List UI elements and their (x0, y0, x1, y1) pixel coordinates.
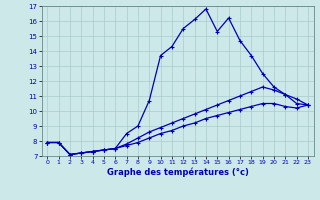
X-axis label: Graphe des températures (°c): Graphe des températures (°c) (107, 168, 249, 177)
